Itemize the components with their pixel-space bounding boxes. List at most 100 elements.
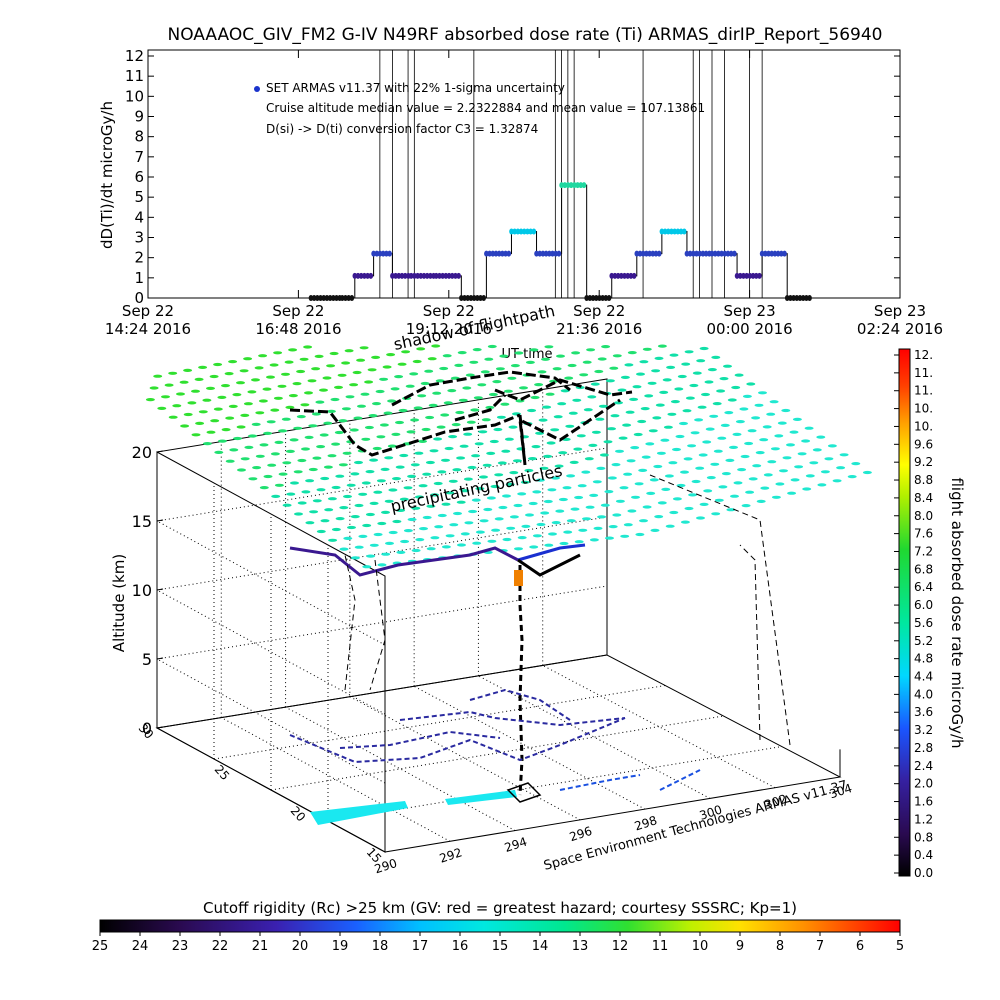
rc-surface-point bbox=[401, 350, 411, 354]
rc-surface-point bbox=[471, 498, 481, 502]
x3d-tick-label: 296 bbox=[568, 824, 594, 844]
rc-surface-point bbox=[655, 403, 665, 407]
rc-surface-point bbox=[331, 527, 341, 532]
rc-surface-point bbox=[542, 405, 552, 409]
series-marker bbox=[662, 228, 668, 235]
rc-surface-point bbox=[862, 470, 872, 475]
x-tick-time: 19:12 2016 bbox=[406, 320, 492, 338]
x-tick-date: Sep 22 bbox=[573, 302, 625, 320]
rc-surface-point bbox=[356, 358, 366, 362]
rc-surface-point bbox=[394, 375, 404, 379]
series-marker bbox=[763, 250, 768, 257]
rc-surface-point bbox=[236, 425, 246, 429]
rc-surface-point bbox=[304, 391, 313, 395]
series-marker bbox=[343, 295, 348, 301]
series-marker bbox=[534, 250, 539, 257]
rc-surface-point bbox=[547, 488, 557, 492]
series-marker bbox=[644, 250, 649, 257]
rc-surface-point bbox=[395, 420, 404, 425]
rc-surface-point bbox=[679, 421, 688, 426]
rc-surface-point bbox=[410, 418, 420, 422]
rc-surface-point bbox=[677, 374, 687, 379]
rc-surface-point bbox=[399, 497, 409, 501]
rc-surface-point bbox=[282, 503, 292, 507]
rc-surface-point bbox=[487, 344, 497, 349]
rc-cb-tick-label: 14 bbox=[532, 939, 549, 954]
rc-surface-point bbox=[470, 408, 480, 412]
rc-surface-point bbox=[646, 491, 656, 495]
rc-surface-point bbox=[531, 445, 541, 449]
rc-surface-point bbox=[545, 392, 555, 396]
series-marker bbox=[691, 250, 696, 257]
cruise-path bbox=[289, 546, 519, 577]
rc-surface-point bbox=[553, 415, 563, 419]
rc-surface-point bbox=[377, 521, 387, 526]
rc-surface-point bbox=[464, 521, 474, 525]
y-axis-label: dD(Ti)/dt microGy/h bbox=[98, 101, 116, 249]
series-marker bbox=[609, 272, 615, 279]
rc-surface-point bbox=[551, 521, 561, 525]
rc-surface-point bbox=[405, 384, 415, 388]
rc-surface-point bbox=[659, 390, 669, 394]
series-marker bbox=[487, 250, 492, 257]
rc-surface-point bbox=[615, 499, 625, 503]
rc-surface-point bbox=[194, 377, 204, 381]
rc-surface-point bbox=[285, 449, 295, 453]
rc-surface-point bbox=[723, 364, 732, 368]
series-marker bbox=[437, 272, 442, 279]
rc-surface-point bbox=[775, 482, 785, 486]
series-marker bbox=[804, 295, 809, 301]
rc-surface-point bbox=[591, 430, 601, 434]
dose-cb-tick-label: 2.4 bbox=[914, 759, 933, 773]
series-marker bbox=[628, 272, 634, 279]
series-marker bbox=[572, 182, 577, 189]
rc-surface-point bbox=[278, 429, 288, 433]
rc-surface-point bbox=[255, 454, 265, 458]
series-marker bbox=[753, 272, 759, 279]
rc-surface-point bbox=[699, 502, 709, 506]
rc-surface-point bbox=[642, 505, 652, 509]
rc-surface-point bbox=[851, 462, 861, 466]
rc-surface-point bbox=[415, 538, 425, 542]
y-tick-label: 7 bbox=[134, 148, 144, 166]
rc-surface-point bbox=[716, 389, 726, 393]
rc-surface-point bbox=[559, 541, 569, 546]
rc-surface-point bbox=[593, 526, 603, 531]
rc-surface-point bbox=[572, 398, 582, 402]
rc-surface-point bbox=[344, 349, 354, 353]
rc-surface-point bbox=[546, 441, 556, 445]
floor-rc-patch bbox=[310, 801, 408, 825]
rc-surface-point bbox=[369, 543, 379, 547]
rc-surface-point bbox=[482, 463, 492, 467]
rc-surface-point bbox=[274, 440, 284, 444]
rc-surface-point bbox=[349, 428, 359, 432]
rc-surface-point bbox=[576, 434, 586, 438]
rc-surface-point bbox=[274, 483, 284, 487]
y-tick-label: 2 bbox=[134, 249, 144, 267]
rc-surface-point bbox=[453, 511, 462, 516]
rc-surface-point bbox=[604, 490, 614, 494]
x-tick-date: Sep 22 bbox=[122, 302, 174, 320]
rc-cb-tick-label: 5 bbox=[896, 939, 904, 954]
rc-surface-point bbox=[637, 419, 647, 424]
rc-surface-point bbox=[418, 484, 428, 488]
rc-surface-point bbox=[303, 345, 313, 349]
series-marker bbox=[603, 295, 609, 301]
dose-cb-tick-label: 7.6 bbox=[914, 527, 933, 541]
rc-surface-point bbox=[541, 357, 550, 361]
rc-surface-point bbox=[183, 412, 193, 417]
series-marker bbox=[712, 250, 718, 257]
rc-surface-point bbox=[349, 383, 359, 387]
rc-surface-point bbox=[651, 369, 661, 373]
rc-surface-point bbox=[297, 501, 307, 505]
series-marker bbox=[478, 295, 483, 301]
rc-surface-point bbox=[507, 376, 517, 380]
dose-cb-tick-label: 0.8 bbox=[914, 830, 933, 844]
rc-surface-point bbox=[164, 383, 174, 387]
rc-surface-point bbox=[544, 543, 554, 547]
dose-cb-tick-label: 0.0 bbox=[914, 866, 933, 880]
rc-surface-point bbox=[357, 404, 366, 408]
rc-surface-point bbox=[221, 384, 230, 388]
series-marker bbox=[374, 250, 380, 257]
